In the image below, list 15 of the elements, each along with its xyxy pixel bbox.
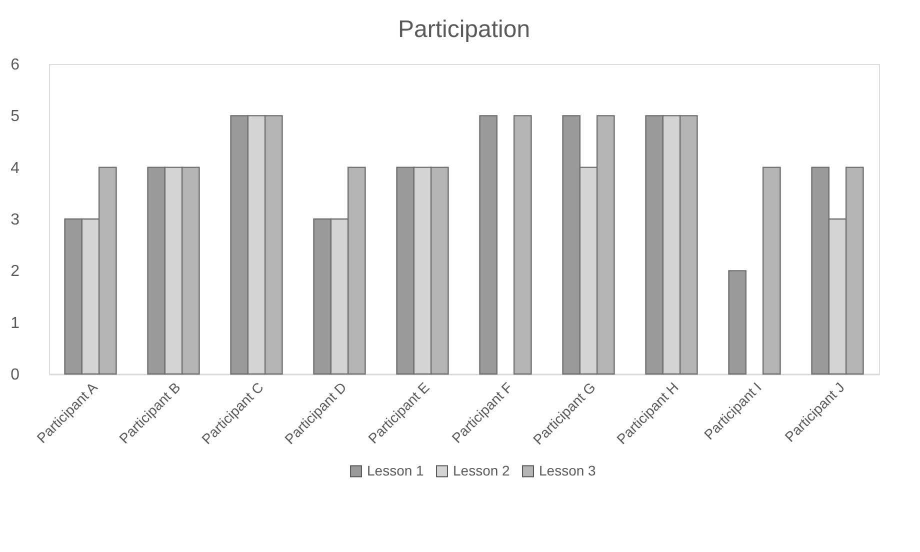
y-tick-label: 3 — [10, 212, 20, 228]
chart-title: Participation — [398, 16, 530, 43]
y-tick-label: 0 — [10, 366, 20, 384]
y-tick-label: 1 — [10, 314, 20, 332]
y-tick-label: 5 — [10, 108, 20, 126]
y-tick-label: 4 — [10, 160, 20, 177]
bar — [479, 115, 498, 375]
bar — [513, 115, 532, 375]
legend-label: Lesson 2 — [453, 462, 510, 478]
y-tick-label: 6 — [10, 56, 20, 74]
bar — [762, 166, 781, 375]
bar — [728, 270, 747, 375]
legend-label: Lesson 1 — [367, 462, 424, 478]
y-tick-label: 2 — [10, 263, 20, 280]
legend-label: Lesson 3 — [539, 462, 596, 478]
